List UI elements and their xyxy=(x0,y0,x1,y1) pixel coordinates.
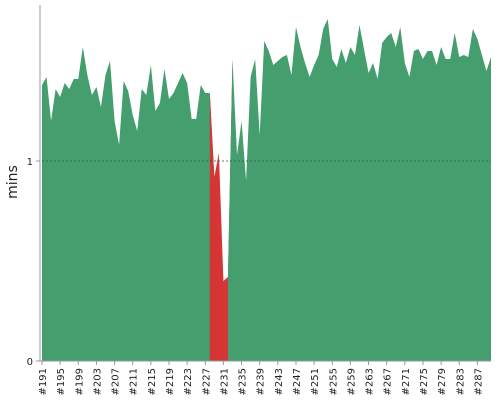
y-axis-label: mins xyxy=(5,165,21,199)
x-tick-label: #219 xyxy=(165,368,176,395)
x-tick-label: #195 xyxy=(56,368,67,395)
x-axis-ticks: #191 #195 #199 #203 #207 #211 #215 #219 #223 #227… xyxy=(38,361,484,395)
x-tick-label: #263 xyxy=(365,368,376,395)
x-tick-label: #223 xyxy=(183,368,194,395)
x-tick-label: #255 xyxy=(328,368,339,395)
x-tick-label: #271 xyxy=(401,368,412,395)
x-tick-label: #203 xyxy=(92,368,103,395)
x-tick-label: #275 xyxy=(419,368,430,395)
x-tick-label: #283 xyxy=(455,368,466,395)
x-tick-label: #227 xyxy=(201,368,212,395)
x-tick-label: #243 xyxy=(274,368,285,395)
x-tick-label: #207 xyxy=(111,368,122,395)
x-tick-label: #215 xyxy=(147,368,158,395)
y-tick-label: 1 xyxy=(27,157,33,168)
x-tick-label: #247 xyxy=(292,368,303,395)
area-series-3 xyxy=(227,19,491,361)
x-tick-label: #199 xyxy=(74,368,85,395)
x-tick-label: #239 xyxy=(256,368,267,395)
x-tick-label: #259 xyxy=(346,368,357,395)
x-tick-label: #251 xyxy=(310,368,321,395)
area-series-1 xyxy=(42,47,215,361)
x-tick-label: #235 xyxy=(238,368,249,395)
area-series-2 xyxy=(209,59,233,361)
x-tick-label: #231 xyxy=(219,368,230,395)
x-tick-label: #191 xyxy=(38,368,49,395)
y-axis-ticks: 01 xyxy=(27,157,40,368)
y-tick-label: 0 xyxy=(27,357,33,368)
x-tick-label: #287 xyxy=(473,368,484,395)
x-tick-label: #267 xyxy=(383,368,394,395)
x-tick-label: #279 xyxy=(437,368,448,395)
area-layer xyxy=(42,19,491,361)
x-tick-label: #211 xyxy=(129,368,140,395)
